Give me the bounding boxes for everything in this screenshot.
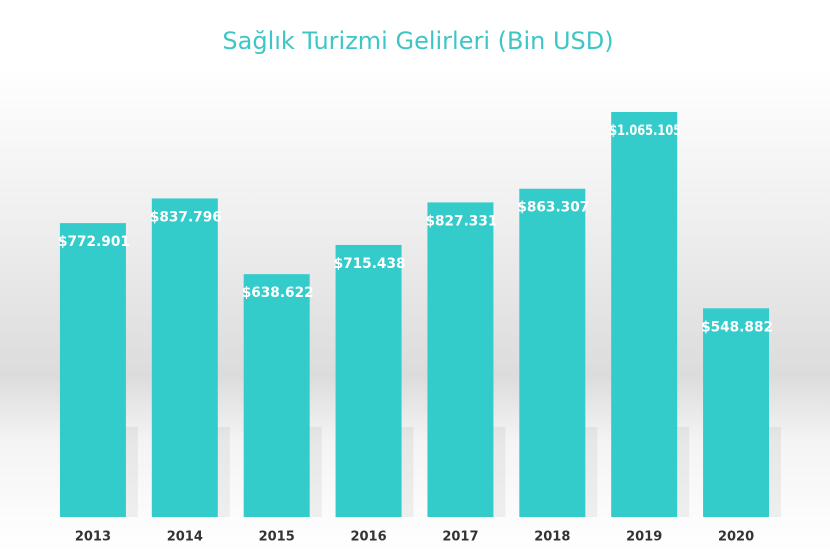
- value-label: $715.438: [334, 256, 406, 272]
- value-label: $548.882: [701, 319, 773, 335]
- x-tick-label: 2014: [167, 530, 203, 545]
- value-label: $837.796: [150, 209, 222, 225]
- bar: [151, 198, 218, 517]
- x-tick-label: 2016: [350, 530, 386, 545]
- x-tick-label: 2013: [75, 530, 111, 545]
- value-label: $863.307: [517, 200, 589, 216]
- value-label: $1.065.105: [609, 123, 681, 139]
- bar: [427, 202, 494, 518]
- bar: [519, 188, 586, 517]
- bar: [703, 308, 770, 517]
- bar: [59, 223, 126, 517]
- x-tick-label: 2020: [718, 530, 754, 545]
- chart-title: Sağlık Turizmi Gelirleri (Bin USD): [222, 27, 613, 55]
- bar: [611, 112, 678, 517]
- value-label: $638.622: [242, 285, 314, 301]
- bar: [335, 244, 402, 517]
- value-label: $772.901: [58, 234, 130, 250]
- x-tick-label: 2017: [442, 530, 478, 545]
- value-label: $827.331: [425, 213, 497, 229]
- x-tick-label: 2019: [626, 530, 662, 545]
- bar: [243, 274, 310, 517]
- x-tick-label: 2018: [534, 530, 570, 545]
- x-tick-label: 2015: [259, 530, 295, 545]
